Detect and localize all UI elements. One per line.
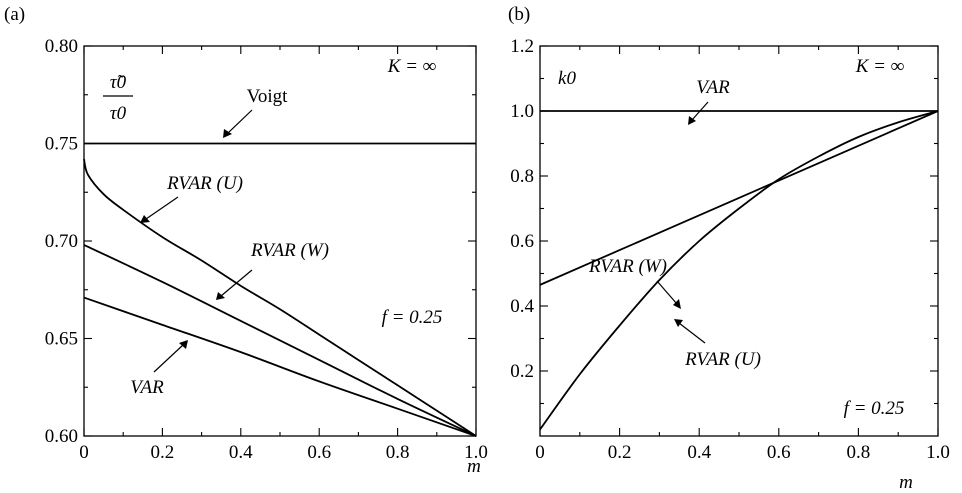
panel-b-rvar-w-label: RVAR (W) <box>588 256 667 277</box>
panel-b-x-axis-label: m <box>899 472 913 493</box>
panel-b-x-tick-labels: 0 0.2 0.4 0.6 0.8 1.0 <box>535 442 950 463</box>
y-tick-label: 0.6 <box>510 231 534 252</box>
panel-a-y-axis-label: τ̃0 τ0 <box>103 72 133 124</box>
panel-a-f-annotation: f = 0.25 <box>382 307 443 328</box>
panel-b-label: (b) <box>508 4 530 25</box>
panel-a-label: (a) <box>4 4 25 25</box>
panel-a-rvar-w-label: RVAR (W) <box>250 240 329 261</box>
series-line-rvar-w <box>539 110 939 286</box>
y-tick-label: 1.2 <box>510 36 534 57</box>
panel-b-rvar-u-arrow <box>674 319 706 344</box>
panel-b-series <box>539 110 939 431</box>
panel-a: (a) 0 0.2 0.4 0.6 0.8 1.0 0.60 0.65 0.70 0.75 0.8… <box>4 4 488 477</box>
x-tick-label: 1.0 <box>926 442 950 463</box>
y-tick-label: 0.60 <box>45 426 78 447</box>
panel-b-k-annotation: K = ∞ <box>855 56 905 77</box>
panel-a-x-axis-label: m <box>467 456 481 477</box>
x-tick-label: 0.4 <box>229 442 253 463</box>
x-tick-label: 0.2 <box>151 442 175 463</box>
panel-b-ticks <box>539 45 939 436</box>
panel-a-rvar-u-arrow <box>140 196 179 223</box>
panel-a-var-arrow <box>153 340 188 373</box>
panel-b-var-label: VAR <box>696 77 730 98</box>
y-tick-label: 0.4 <box>510 296 534 317</box>
series-line-rvar-u <box>539 110 939 431</box>
x-tick-label: 0.6 <box>307 442 331 463</box>
y-tick-label: 0.80 <box>45 36 78 57</box>
panel-a-voigt-label: Voigt <box>247 86 289 107</box>
panel-a-k-annotation: K = ∞ <box>387 56 437 77</box>
x-tick-label: 1.0 <box>464 442 488 463</box>
panel-b-plot-frame <box>539 45 939 437</box>
x-tick-label: 0.6 <box>767 442 791 463</box>
x-tick-label: 0.4 <box>687 442 711 463</box>
panel-b-var-arrow <box>688 101 709 125</box>
panel-a-y-label-numerator: τ̃0 <box>110 72 127 93</box>
y-tick-label: 0.70 <box>45 231 78 252</box>
panel-a-series <box>83 142 477 437</box>
series-line-rvar-w <box>83 244 477 437</box>
x-tick-label: 0 <box>79 442 89 463</box>
x-tick-label: 0.2 <box>608 442 632 463</box>
panel-a-voigt-arrow <box>223 109 253 138</box>
panel-b-rvar-w-arrow <box>656 280 681 309</box>
panel-b-rvar-u-label: RVAR (U) <box>684 349 761 370</box>
series-line-var <box>83 296 477 437</box>
x-tick-label: 0 <box>535 442 545 463</box>
panel-a-y-tick-labels: 0.60 0.65 0.70 0.75 0.80 <box>45 36 78 447</box>
y-tick-label: 0.65 <box>45 329 78 350</box>
y-tick-label: 0.75 <box>45 134 78 155</box>
x-tick-label: 0.8 <box>847 442 871 463</box>
panel-b-f-annotation: f = 0.25 <box>844 398 905 419</box>
panel-a-var-label: VAR <box>130 377 164 398</box>
panel-b: (b) 0 0.2 0.4 0.6 0.8 1.0 0.20.40.60.81.01.2 … <box>508 4 950 493</box>
panel-a-y-label-denominator: τ0 <box>110 103 127 124</box>
x-tick-label: 0.8 <box>386 442 410 463</box>
panel-a-x-tick-labels: 0 0.2 0.4 0.6 0.8 1.0 <box>79 442 488 463</box>
panel-a-rvar-w-arrow <box>216 269 253 300</box>
series-line-rvar-u <box>83 158 477 437</box>
panel-b-y-axis-label: k0 <box>558 68 576 89</box>
y-tick-label: 1.0 <box>510 101 534 122</box>
panel-b-y-tick-labels: 0.2 0.4 0.6 0.8 1.0 1.2 <box>510 36 534 382</box>
y-tick-label: 0.2 <box>510 361 534 382</box>
panel-a-rvar-u-label: RVAR (U) <box>166 173 243 194</box>
y-tick-label: 0.8 <box>510 166 534 187</box>
